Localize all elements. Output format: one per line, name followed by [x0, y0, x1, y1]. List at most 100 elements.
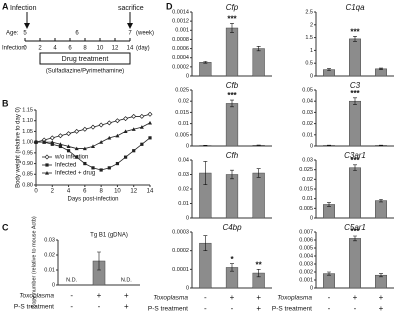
bar [375, 200, 387, 219]
y-tick-label: 0 [186, 285, 189, 291]
condition-mark: - [70, 302, 73, 311]
y-tick-label: 0.02 [178, 99, 189, 105]
point [66, 149, 71, 153]
point [91, 166, 95, 170]
y-tick-label: 0.90 [22, 161, 33, 167]
condition-name: P-S treatment [14, 304, 54, 311]
error-bar [256, 45, 261, 52]
bar [225, 174, 239, 219]
age-label: Age: [6, 31, 19, 37]
point [123, 155, 128, 159]
point [132, 149, 136, 153]
chart-title: Cfp [226, 3, 239, 12]
y-tick-label: 0.02 [44, 252, 55, 258]
y-tick-label: 0 [310, 143, 313, 149]
condition-mark: + [124, 302, 129, 311]
condition-mark: + [379, 293, 384, 302]
chart-title: C3ar1 [344, 151, 366, 160]
y-tick-label: 0.02 [302, 177, 313, 183]
infection-label: Infection: [2, 46, 27, 52]
point [58, 144, 63, 149]
point [74, 128, 80, 134]
point [107, 135, 112, 140]
bar [252, 172, 265, 219]
y-tick-label: 1.05 [22, 129, 33, 135]
point [131, 113, 137, 119]
day: 6 [68, 46, 72, 52]
y-tick-label: 0.04 [302, 99, 313, 105]
chart-title: Cfb [226, 81, 239, 90]
y-tick-label: 0 [52, 282, 55, 288]
point [50, 140, 55, 144]
y-tick-label: 1.10 [22, 118, 33, 124]
day: 14 [127, 46, 134, 52]
bar [349, 100, 361, 147]
y-tick-label: 0.05 [302, 87, 313, 93]
point [57, 133, 63, 139]
significance: *** [350, 156, 360, 165]
event-label: sacrifice [118, 5, 144, 12]
condition-mark: + [353, 293, 358, 302]
significance: *** [227, 91, 237, 100]
point [99, 168, 103, 172]
y-tick-label: 0 [186, 73, 189, 79]
panel-label: D [166, 1, 173, 11]
y-tick-label: 0.01 [302, 196, 313, 202]
y-tick-label: 0.0008 [172, 37, 189, 43]
condition-mark: + [256, 304, 261, 313]
condition-mark: + [124, 291, 129, 300]
y-tick-label: 0 [310, 215, 313, 221]
y-tick-label: 0 [310, 285, 313, 291]
y-tick-label: 0.005 [299, 245, 313, 251]
point [90, 124, 96, 130]
error-bar [353, 36, 357, 42]
y-tick-label: 0 [310, 73, 313, 79]
point [107, 166, 111, 170]
error-bar [379, 67, 383, 70]
day: 10 [97, 46, 104, 52]
error-bar [327, 68, 331, 71]
y-tick-label: 0.002 [299, 269, 313, 275]
error-bar [230, 23, 234, 33]
condition-mark: + [97, 291, 102, 300]
point [147, 111, 153, 117]
charts: 0 2 4 6 8 10 12 140.800.850.900.951.001.051.101… [14, 3, 394, 313]
y-tick-label: 0.03 [178, 172, 189, 178]
value-label: N.D. [121, 277, 132, 283]
point [99, 140, 104, 144]
y-tick-label: 0.004 [299, 253, 313, 259]
bar [349, 238, 361, 289]
x-tick-label: 4 [67, 189, 71, 195]
y-tick-label: 0.04 [178, 157, 189, 163]
y-tick-label: 2 [310, 22, 313, 28]
error-bar [230, 99, 234, 108]
chart-title: C1qa [345, 3, 365, 12]
y-tick-label: 0.005 [299, 206, 313, 212]
value-label: N.D. [66, 277, 77, 283]
y-axis-label: Copy number (relative to mouse Actb) [31, 216, 37, 308]
y-tick-label: 0.025 [299, 167, 313, 173]
condition-name: Toxoplasma [19, 293, 54, 300]
y-tick-label: 1.5 [305, 35, 313, 41]
legend-marker [45, 171, 49, 175]
point [82, 146, 87, 151]
panel-label: C [2, 222, 9, 232]
y-tick-label: 1.15 [22, 107, 33, 113]
error-bar [230, 169, 234, 180]
point [98, 122, 104, 128]
condition-mark: - [231, 304, 234, 313]
y-tick-label: 1.00 [22, 140, 33, 146]
condition-mark: - [328, 304, 331, 313]
point [106, 120, 112, 126]
error-bar [353, 164, 357, 171]
legend-label: w/o infection [54, 155, 88, 161]
bar [323, 273, 335, 289]
x-tick-label: 8 [99, 189, 103, 195]
point [50, 142, 54, 146]
y-tick-label: 0.0012 [172, 19, 189, 25]
error-bar [353, 97, 357, 105]
condition-mark: + [256, 293, 261, 302]
day: 8 [83, 46, 87, 52]
chart-title: C4bp [222, 223, 242, 232]
point [49, 135, 55, 141]
